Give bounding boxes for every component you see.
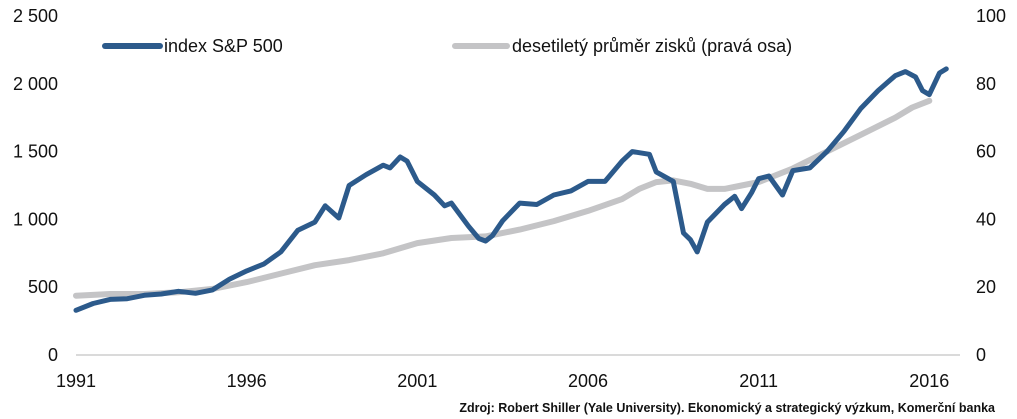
right-y-tick-label: 0: [976, 345, 986, 365]
source-note: Zdroj: Robert Shiller (Yale University).…: [459, 401, 995, 415]
right-y-tick-label: 80: [976, 74, 996, 94]
x-tick-label: 1996: [227, 371, 267, 391]
x-tick-label: 2006: [568, 371, 608, 391]
left-y-tick-label: 2 000: [13, 74, 58, 94]
left-y-tick-label: 500: [28, 277, 58, 297]
legend-label-sp500: index S&P 500: [164, 36, 283, 56]
x-tick-label: 2001: [397, 371, 437, 391]
legend: index S&P 500 desetiletý průměr zisků (p…: [102, 36, 792, 56]
x-axis: 1991 1996 2001 2006 2011 2016: [56, 371, 949, 391]
series-line-earnings: [73, 97, 933, 299]
left-y-tick-label: 0: [48, 345, 58, 365]
series-line-sp500: [73, 66, 949, 313]
left-y-tick-label: 1 500: [13, 142, 58, 162]
left-y-axis: 0 500 1 000 1 500 2 000 2 500: [13, 6, 58, 365]
legend-label-earnings: desetiletý průměr zisků (pravá osa): [512, 36, 792, 56]
right-y-tick-label: 100: [976, 6, 1006, 26]
left-y-tick-label: 1 000: [13, 209, 58, 229]
x-tick-label: 1991: [56, 371, 96, 391]
right-y-tick-label: 60: [976, 142, 996, 162]
right-y-axis: 0 20 40 60 80 100: [976, 6, 1006, 365]
right-y-tick-label: 40: [976, 209, 996, 229]
right-y-tick-label: 20: [976, 277, 996, 297]
x-tick-label: 2011: [739, 371, 778, 391]
left-y-tick-label: 2 500: [13, 6, 58, 26]
plot-area: [73, 66, 949, 313]
x-tick-label: 2016: [909, 371, 949, 391]
